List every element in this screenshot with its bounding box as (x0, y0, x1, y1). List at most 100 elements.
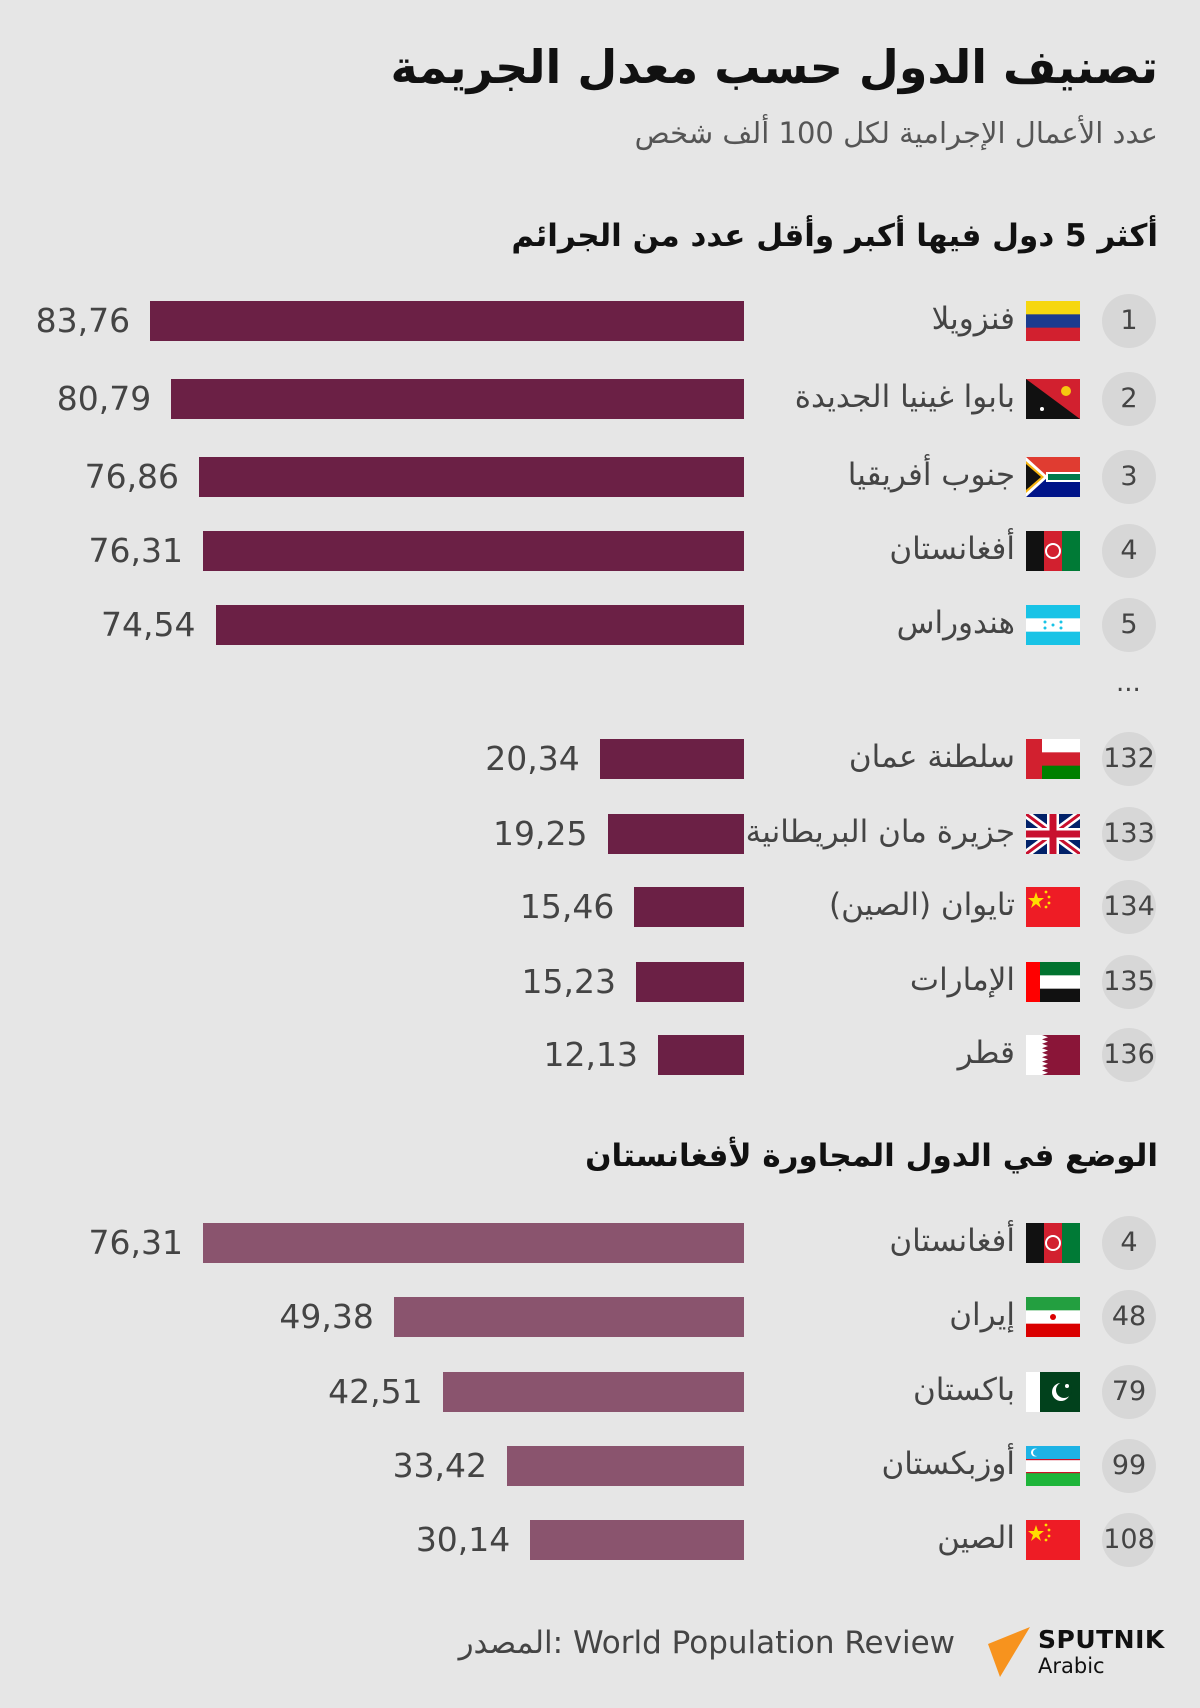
bar-row: 136 قطر 12,13 (0, 1028, 1200, 1082)
section-title-neighbors: الوضع في الدول المجاورة لأفغانستان (585, 1138, 1158, 1174)
rank-badge: 133 (1102, 807, 1156, 861)
country-name: فنزويلا (931, 301, 1015, 337)
country-name: هندوراس (896, 605, 1015, 641)
logo-name: SPUTNIK (1038, 1625, 1165, 1654)
value-label: 80,79 (56, 379, 152, 418)
value-label: 74,54 (101, 605, 196, 644)
value-label: 76,86 (84, 457, 180, 496)
value-label: 33,42 (392, 1446, 488, 1485)
country-name: إيران (949, 1297, 1015, 1333)
country-name: الإمارات (909, 962, 1015, 998)
rank-badge: 99 (1102, 1439, 1156, 1493)
source-text: المصدر: World Population Review (458, 1625, 955, 1661)
bar-row: 79 باكستان 42,51 (0, 1365, 1200, 1419)
bar (442, 1372, 744, 1412)
bar (599, 739, 744, 779)
bar-row: 133 جزيرة مان البريطانية 19,25 (0, 807, 1200, 861)
rank-badge: 134 (1102, 880, 1156, 934)
value-label: 30,14 (415, 1520, 511, 1559)
country-name: بابوا غينيا الجديدة (794, 379, 1015, 415)
rank-badge: 108 (1102, 1513, 1156, 1567)
bar-row: 135 الإمارات 15,23 (0, 955, 1200, 1009)
bar (202, 1223, 744, 1263)
china-flag-icon (1026, 1520, 1080, 1560)
bar (634, 887, 744, 927)
bar (202, 531, 744, 571)
uzbekistan-flag-icon (1026, 1446, 1080, 1487)
bar-row: 134 تايوان (الصين) 15,46 (0, 880, 1200, 934)
rank-badge: 79 (1102, 1365, 1156, 1419)
uae-flag-icon (1026, 962, 1080, 1003)
papua-new-guinea-flag-icon (1026, 379, 1080, 419)
bar (393, 1297, 744, 1337)
rank-badge: 1 (1102, 294, 1156, 348)
rank-badge: 4 (1102, 1216, 1156, 1270)
bar-row: 5 هندوراس 74,54 (0, 598, 1200, 652)
country-name: قطر (957, 1035, 1015, 1071)
afghanistan-flag-icon (1026, 1223, 1080, 1263)
country-name: جزيرة مان البريطانية (745, 814, 1015, 850)
page-title: تصنيف الدول حسب معدل الجريمة (390, 40, 1158, 94)
afghanistan-flag-icon (1026, 531, 1080, 571)
bar-row: 3 جنوب أفريقيا 76,86 (0, 450, 1200, 504)
bar (171, 379, 744, 419)
bar (507, 1446, 744, 1486)
bar (607, 814, 744, 854)
oman-flag-icon (1026, 739, 1080, 780)
value-label: 76,31 (88, 531, 183, 570)
sputnik-logo-icon (988, 1627, 1030, 1677)
bar-row: 48 إيران 49,38 (0, 1290, 1200, 1344)
country-name: أفغانستان (889, 1223, 1015, 1259)
bar (215, 605, 744, 645)
rank-badge: 4 (1102, 524, 1156, 578)
logo-sub: Arabic (1038, 1654, 1105, 1678)
rank-badge: 136 (1102, 1028, 1156, 1082)
pakistan-flag-icon (1026, 1372, 1080, 1412)
rank-badge: 3 (1102, 450, 1156, 504)
bar (150, 301, 744, 341)
country-name: باكستان (912, 1372, 1015, 1408)
country-name: تايوان (الصين) (828, 887, 1015, 923)
value-label: 15,23 (521, 962, 617, 1001)
sputnik-logo: SPUTNIK Arabic (988, 1625, 1168, 1685)
bar-row: 2 بابوا غينيا الجديدة 80,79 (0, 372, 1200, 426)
rank-badge: 48 (1102, 1290, 1156, 1344)
country-name: الصين (937, 1520, 1015, 1556)
uk-flag-icon (1023, 810, 1083, 858)
bar-row: 4 أفغانستان 76,31 (0, 1216, 1200, 1270)
bar (199, 457, 744, 497)
page-subtitle: عدد الأعمال الإجرامية لكل 100 ألف شخص (634, 116, 1158, 150)
south-africa-flag-icon (1026, 457, 1080, 497)
country-name: أوزبكستان (881, 1446, 1015, 1482)
value-label: 83,76 (35, 301, 131, 340)
bar-row: 99 أوزبكستان 33,42 (0, 1439, 1200, 1493)
qatar-flag-icon (1026, 1035, 1080, 1075)
china-flag-icon (1026, 887, 1080, 927)
bar-row: 4 أفغانستان 76,31 (0, 524, 1200, 578)
rank-badge: 135 (1102, 955, 1156, 1009)
country-name: سلطنة عمان (848, 739, 1015, 775)
venezuela-flag-icon (1026, 301, 1080, 342)
rank-badge: 2 (1102, 372, 1156, 426)
bar (657, 1035, 744, 1075)
value-label: 42,51 (328, 1372, 423, 1411)
country-name: جنوب أفريقيا (847, 457, 1015, 493)
country-name: أفغانستان (889, 531, 1015, 567)
bar-row: 132 سلطنة عمان 20,34 (0, 732, 1200, 786)
section-title-top-bottom: أكثر 5 دول فيها أكبر وأقل عدد من الجرائم (511, 218, 1158, 254)
bar (530, 1520, 744, 1560)
value-label: 19,25 (493, 814, 588, 853)
bar (636, 962, 744, 1002)
iran-flag-icon (1026, 1297, 1080, 1338)
honduras-flag-icon (1026, 605, 1080, 646)
value-label: 76,31 (88, 1223, 183, 1262)
value-label: 20,34 (485, 739, 580, 778)
value-label: 15,46 (519, 887, 615, 926)
rank-badge: 5 (1102, 598, 1156, 652)
value-label: 12,13 (543, 1035, 638, 1074)
ellipsis: ... (1116, 668, 1141, 698)
bar-row: 108 الصين 30,14 (0, 1513, 1200, 1567)
rank-badge: 132 (1102, 732, 1156, 786)
bar-row: 1 فنزويلا 83,76 (0, 294, 1200, 348)
value-label: 49,38 (279, 1297, 374, 1336)
